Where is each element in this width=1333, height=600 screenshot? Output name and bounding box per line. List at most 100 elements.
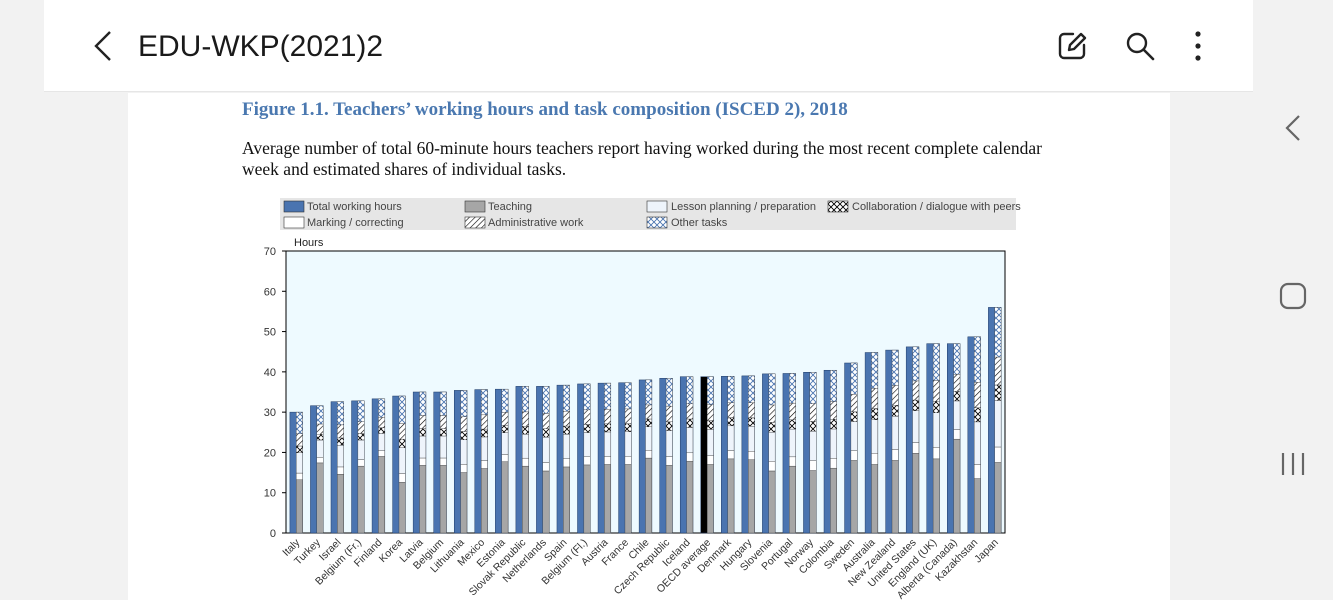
- rail-back-button[interactable]: [1273, 108, 1313, 148]
- bar-administrative: [480, 414, 488, 430]
- bar-teaching: [748, 459, 755, 534]
- bar-marking: [419, 457, 427, 466]
- bar-administrative: [953, 374, 961, 392]
- bar-administrative: [706, 404, 714, 421]
- bar-teaching: [583, 464, 591, 534]
- legend-swatch-planning: [646, 200, 668, 213]
- bar-collaboration: [501, 425, 509, 433]
- bar-marking: [439, 457, 447, 466]
- bar-other-tasks: [398, 395, 406, 424]
- bar-administrative: [398, 423, 406, 440]
- bar-other-tasks: [891, 349, 899, 386]
- bar-administrative: [727, 402, 735, 418]
- bar-collaboration: [727, 417, 735, 427]
- legend-swatch-teaching: [464, 200, 486, 213]
- rail-home-button[interactable]: [1273, 276, 1313, 316]
- bars: [289, 307, 1002, 534]
- bar-lesson-planning: [871, 419, 879, 454]
- figure-title: Figure 1.1. Teachers’ working hours and …: [242, 99, 848, 120]
- chevron-left-icon: [1285, 115, 1300, 141]
- bar-lesson-planning: [337, 445, 344, 468]
- y-tick-label: 60: [264, 286, 276, 298]
- bar-administrative: [296, 433, 303, 447]
- bar-collaboration: [932, 401, 940, 413]
- bar-lesson-planning: [768, 431, 776, 462]
- bar-administrative: [830, 401, 837, 420]
- bar-administrative: [768, 404, 776, 423]
- bar-teaching: [398, 482, 406, 534]
- bar-administrative: [604, 409, 611, 425]
- bar-marking: [891, 449, 899, 461]
- bar-other-tasks: [727, 376, 735, 403]
- bar-marking: [398, 473, 406, 483]
- bar-teaching: [419, 465, 427, 534]
- bar-other-tasks: [316, 405, 324, 425]
- y-axis: 0 10 20 30 40 50 60 70: [264, 246, 286, 540]
- bar-marking: [357, 459, 365, 467]
- bar-teaching: [974, 478, 981, 534]
- bar-teaching: [932, 458, 940, 534]
- document-title: EDU-WKP(2021)2: [138, 30, 384, 63]
- bar-lesson-planning: [583, 432, 591, 457]
- bar-collaboration: [871, 408, 879, 420]
- legend-swatch-collaboration: [827, 200, 849, 213]
- y-tick-label: 20: [264, 447, 276, 459]
- legend-swatch-admin: [464, 216, 486, 229]
- bar-other-tasks: [748, 375, 755, 403]
- bar-teaching: [645, 457, 653, 534]
- bar-marking: [563, 458, 570, 468]
- bar-lesson-planning: [357, 439, 365, 460]
- bar-marking: [378, 450, 385, 457]
- bar-other-tasks: [563, 384, 570, 412]
- legend-label-planning: Lesson planning / preparation: [671, 201, 816, 213]
- bar-marking: [789, 456, 796, 467]
- bar-administrative: [439, 415, 447, 429]
- bar-other-tasks: [419, 391, 427, 416]
- bar-marking: [686, 452, 694, 462]
- bar-lesson-planning: [789, 428, 796, 458]
- bar-marking: [994, 446, 1002, 463]
- bar-lesson-planning: [316, 439, 324, 458]
- bar-teaching: [522, 465, 529, 534]
- bar-teaching: [768, 470, 776, 534]
- bar-marking: [296, 472, 303, 480]
- bar-marking: [850, 450, 858, 461]
- legend-swatch-total: [283, 200, 305, 213]
- bar-administrative: [789, 402, 796, 420]
- bar-marking: [624, 456, 632, 465]
- bar-collaboration: [522, 426, 529, 435]
- more-options-button[interactable]: [1178, 26, 1218, 66]
- bar-other-tasks: [994, 307, 1002, 358]
- bar-teaching: [994, 462, 1002, 534]
- bar-lesson-planning: [912, 410, 920, 443]
- bar-lesson-planning: [850, 421, 858, 451]
- bar-lesson-planning: [830, 428, 837, 459]
- y-tick-label: 30: [264, 407, 276, 419]
- bar-teaching: [809, 470, 817, 534]
- rail-recents-button[interactable]: [1273, 444, 1313, 484]
- legend-label-admin: Administrative work: [488, 217, 584, 229]
- chart-legend: Total working hours Teaching Lesson plan…: [280, 198, 1021, 230]
- bar-teaching: [850, 460, 858, 534]
- search-button[interactable]: [1120, 26, 1160, 66]
- bar-marking: [932, 447, 940, 460]
- bar-teaching: [460, 472, 468, 534]
- bar-marking: [974, 464, 981, 479]
- edit-button[interactable]: [1052, 26, 1092, 66]
- bar-lesson-planning: [378, 433, 385, 451]
- bar-lesson-planning: [542, 436, 550, 463]
- bar-lesson-planning: [480, 436, 488, 461]
- bar-lesson-planning: [439, 435, 447, 459]
- bar-teaching: [563, 466, 570, 534]
- bar-marking: [665, 456, 673, 466]
- bar-administrative: [891, 385, 899, 406]
- bar-collaboration: [624, 423, 632, 432]
- bar-lesson-planning: [296, 452, 303, 474]
- bar-administrative: [932, 380, 940, 402]
- bar-other-tasks: [522, 386, 529, 413]
- document-page[interactable]: Figure 1.1. Teachers’ working hours and …: [128, 93, 1170, 600]
- back-button[interactable]: [84, 26, 124, 66]
- bar-marking: [830, 458, 837, 469]
- bar-other-tasks: [768, 373, 776, 406]
- bar-teaching: [542, 470, 550, 534]
